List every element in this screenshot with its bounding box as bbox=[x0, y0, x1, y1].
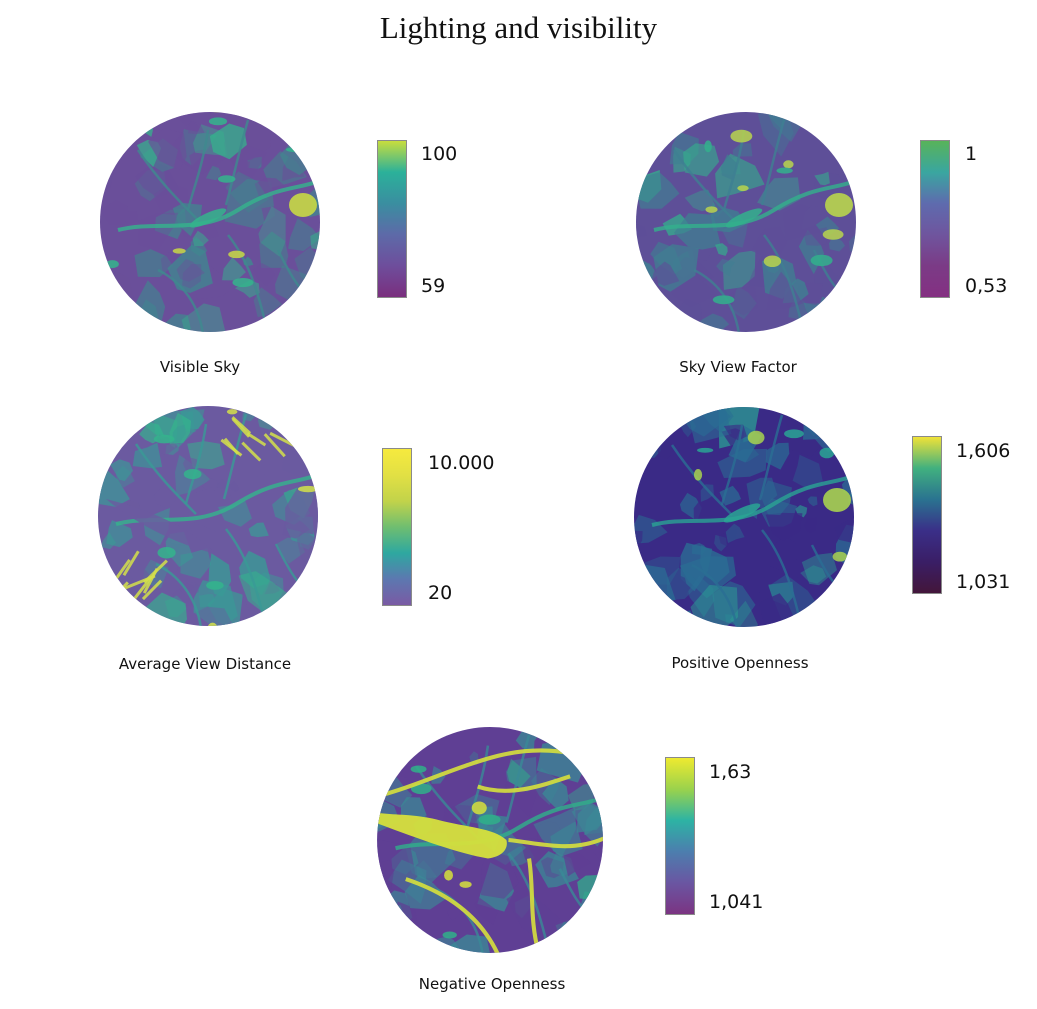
visible-sky-caption: Visible Sky bbox=[159, 358, 241, 376]
positive-openness-caption: Positive Openness bbox=[671, 654, 809, 672]
page-title: Lighting and visibility bbox=[379, 10, 658, 45]
sky-view-factor-map bbox=[636, 112, 856, 332]
sky-view-factor-legend-bar bbox=[920, 140, 950, 298]
average-view-distance-legend-max: 10.000 bbox=[428, 452, 495, 474]
positive-openness-legend-bar bbox=[912, 436, 942, 594]
visible-sky-legend-bar bbox=[377, 140, 407, 298]
sky-view-factor-legend-min: 0,53 bbox=[965, 275, 1008, 297]
average-view-distance-legend-bar bbox=[382, 448, 412, 606]
average-view-distance-legend-min: 20 bbox=[428, 582, 453, 604]
negative-openness-legend-min: 1,041 bbox=[709, 891, 764, 913]
negative-openness-legend-bar bbox=[665, 757, 695, 915]
negative-openness-map bbox=[377, 727, 603, 953]
visible-sky-legend-min: 59 bbox=[421, 275, 446, 297]
positive-openness-legend-max: 1,606 bbox=[956, 440, 1011, 462]
visible-sky-map bbox=[100, 112, 320, 332]
sky-view-factor-caption: Sky View Factor bbox=[679, 358, 797, 376]
negative-openness-caption: Negative Openness bbox=[418, 975, 566, 993]
average-view-distance-caption: Average View Distance bbox=[118, 655, 292, 673]
sky-view-factor-legend-max: 1 bbox=[965, 143, 978, 165]
visible-sky-legend-max: 100 bbox=[421, 143, 458, 165]
negative-openness-legend-max: 1,63 bbox=[709, 761, 752, 783]
positive-openness-map bbox=[634, 407, 854, 627]
positive-openness-legend-min: 1,031 bbox=[956, 571, 1011, 593]
average-view-distance-map bbox=[98, 406, 318, 626]
